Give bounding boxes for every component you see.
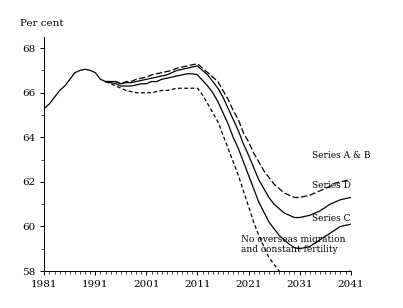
Text: Series C: Series C [312,214,351,223]
Text: No overseas migration
and constant fertility: No overseas migration and constant ferti… [241,235,345,254]
Text: Series A & B: Series A & B [312,151,371,160]
Text: Series D: Series D [312,181,351,190]
Text: Per cent: Per cent [20,18,63,28]
